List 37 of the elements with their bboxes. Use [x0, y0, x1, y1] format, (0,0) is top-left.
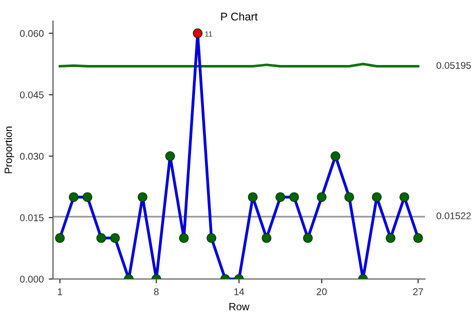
point — [289, 192, 299, 202]
point — [192, 28, 203, 38]
point — [344, 192, 354, 202]
x-tick-label: 14 — [234, 288, 244, 296]
point — [386, 233, 396, 243]
point — [316, 192, 327, 202]
y-tick-label: 0.000 — [20, 276, 44, 283]
annotation: 0.05195 — [436, 62, 471, 69]
y-tick-label: 0.015 — [20, 214, 44, 222]
x-tick-label: 27 — [413, 288, 424, 296]
y-axis-title: Proportion — [4, 126, 14, 174]
point — [330, 151, 340, 162]
x-tick-label: 20 — [316, 288, 327, 296]
point — [399, 192, 410, 202]
y-tick-label: 0.045 — [20, 91, 44, 98]
point — [262, 233, 272, 243]
chart-title: P Chart — [221, 12, 258, 21]
point — [55, 233, 65, 243]
point — [413, 233, 423, 243]
point — [110, 233, 120, 243]
point — [248, 192, 258, 202]
point — [96, 233, 106, 243]
point — [303, 233, 313, 243]
x-axis-title: Row — [229, 303, 250, 310]
point — [372, 192, 382, 202]
point — [82, 192, 92, 202]
point — [206, 233, 216, 243]
ref-line-label: 0.01522 — [436, 212, 471, 220]
point — [165, 151, 175, 162]
point — [179, 233, 189, 243]
point — [68, 192, 79, 202]
x-tick-label: 1 — [58, 288, 62, 296]
point — [275, 192, 286, 202]
y-tick-label: 0.060 — [20, 30, 44, 37]
x-tick-label: 8 — [154, 288, 159, 296]
point — [138, 192, 148, 202]
y-tick-label: 0.030 — [20, 152, 44, 160]
